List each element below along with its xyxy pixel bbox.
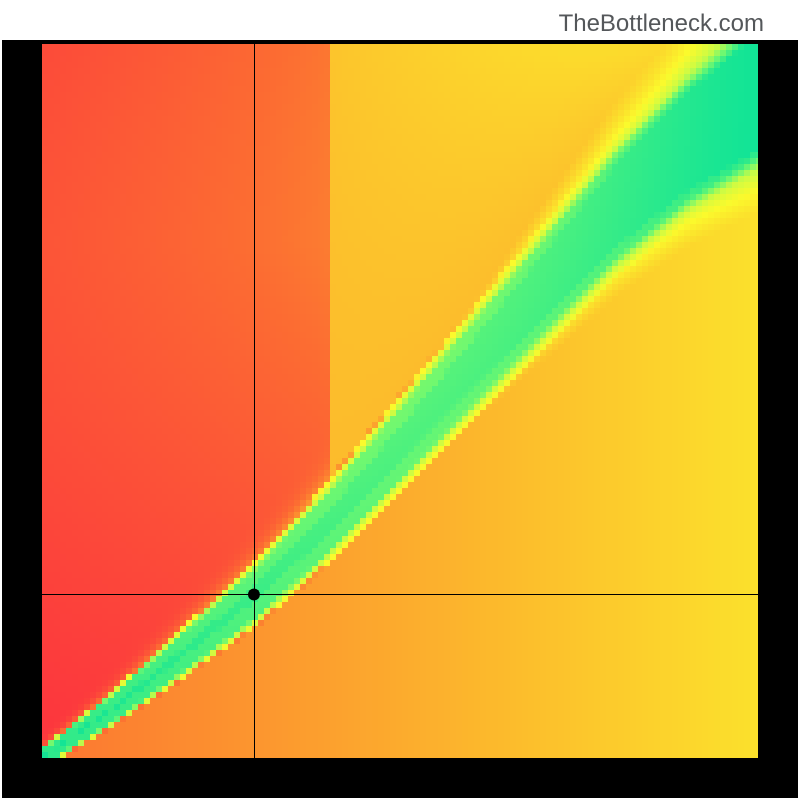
watermark-text: TheBottleneck.com <box>559 10 764 38</box>
bottleneck-heatmap <box>0 0 800 800</box>
